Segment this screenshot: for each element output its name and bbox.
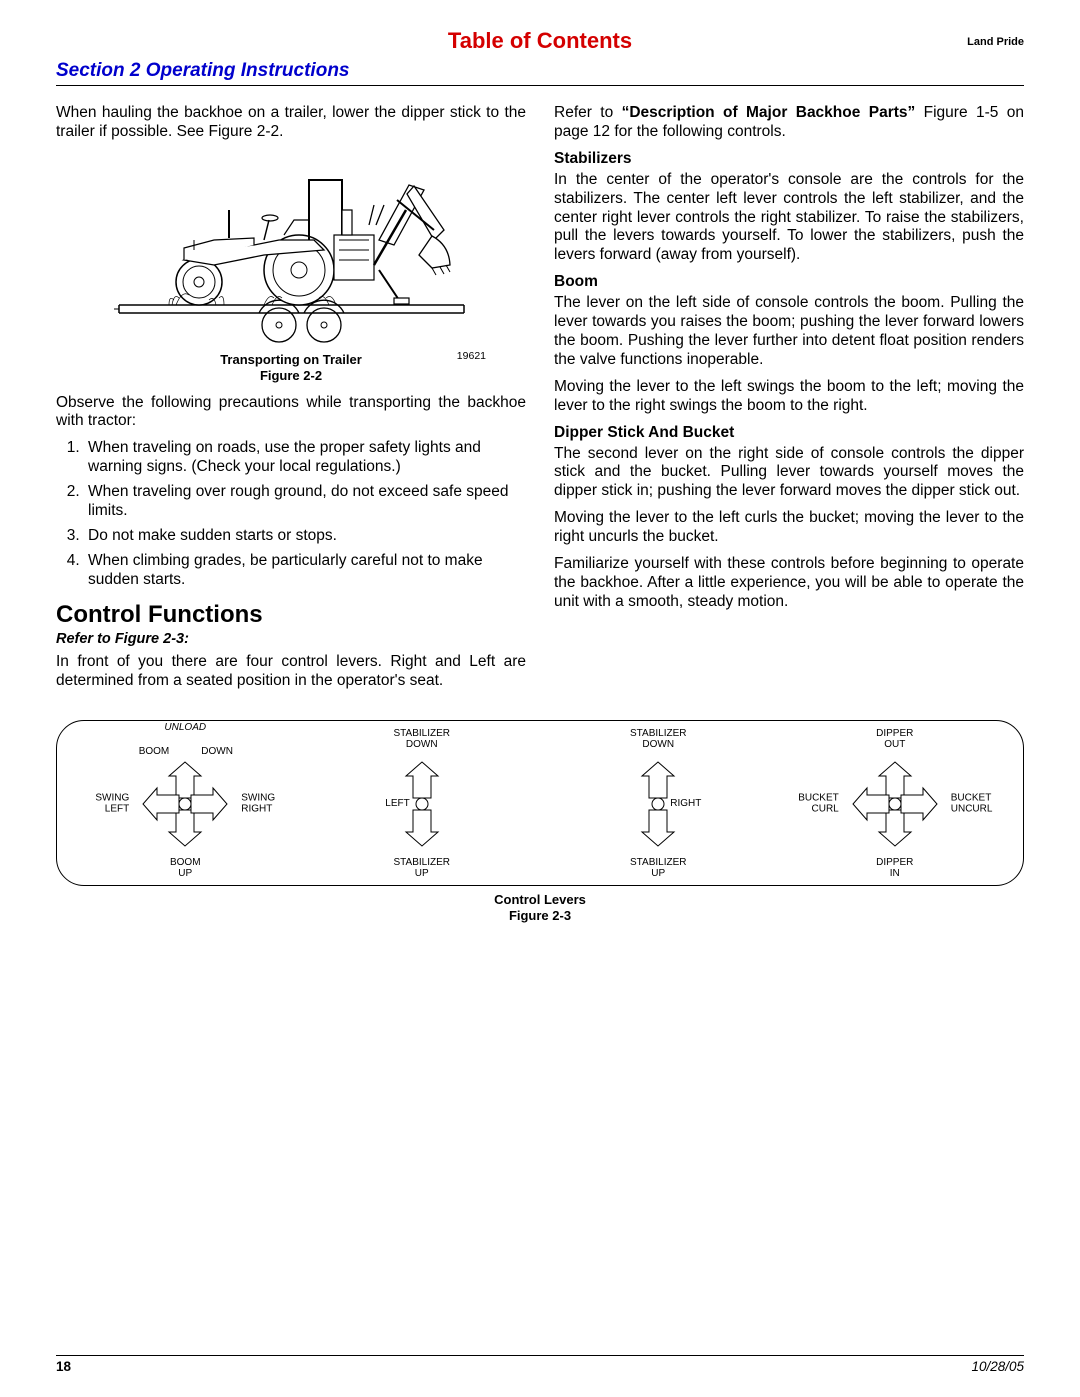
control-caption: Control Levers: [494, 892, 586, 907]
control-lever-3: DIPPEROUTDIPPERINBUCKETCURLBUCKETUNCURL: [795, 729, 995, 879]
control-lever-2: STABILIZERDOWNSTABILIZERUPRIGHT: [558, 729, 758, 879]
refer-fig23: Refer to Figure 2-3:: [56, 631, 526, 649]
page-footer: 18 10/28/05: [56, 1355, 1024, 1375]
precaution-item: When traveling on roads, use the proper …: [84, 439, 526, 477]
control-lever-0: UNLOADBOOMDOWNBOOMUPSWINGLEFTSWINGRIGHT: [85, 729, 285, 879]
precaution-item: Do not make sudden starts or stops.: [84, 527, 526, 546]
observe-text: Observe the following precautions while …: [56, 394, 526, 432]
figure-2-2: 19621 Transporting on Trailer Figure 2-2: [56, 150, 526, 384]
precaution-list: When traveling on roads, use the proper …: [84, 439, 526, 589]
precaution-item: When traveling over rough ground, do not…: [84, 483, 526, 521]
control-intro: In front of you there are four control l…: [56, 653, 526, 691]
precaution-item: When climbing grades, be particularly ca…: [84, 552, 526, 590]
figure-2-2-number: 19621: [457, 350, 486, 363]
dipper-body-3: Familiarize yourself with these controls…: [554, 555, 1024, 612]
boom-body-1: The lever on the left side of console co…: [554, 294, 1024, 370]
toc-title-link[interactable]: Table of Contents: [56, 28, 1024, 55]
left-column: When hauling the backhoe on a trailer, l…: [56, 104, 526, 698]
trailer-illustration: [114, 150, 469, 350]
hauling-intro: When hauling the backhoe on a trailer, l…: [56, 104, 526, 142]
section-heading: Section 2 Operating Instructions: [56, 59, 1024, 86]
figure-2-2-label: Figure 2-2: [260, 368, 322, 383]
refer-major-parts: Refer to “Description of Major Backhoe P…: [554, 104, 1024, 142]
stabilizers-heading: Stabilizers: [554, 150, 1024, 169]
figure-2-3: UNLOADBOOMDOWNBOOMUPSWINGLEFTSWINGRIGHTS…: [56, 720, 1024, 924]
boom-body-2: Moving the lever to the left swings the …: [554, 378, 1024, 416]
dipper-heading: Dipper Stick And Bucket: [554, 424, 1024, 443]
control-functions-heading: Control Functions: [56, 600, 526, 629]
dipper-body-2: Moving the lever to the left curls the b…: [554, 509, 1024, 547]
stabilizers-body: In the center of the operator's console …: [554, 171, 1024, 266]
control-fig-label: Figure 2-3: [509, 908, 571, 923]
dipper-body-1: The second lever on the right side of co…: [554, 445, 1024, 502]
page-number: 18: [56, 1359, 71, 1375]
footer-date: 10/28/05: [971, 1359, 1024, 1375]
right-column: Refer to “Description of Major Backhoe P…: [554, 104, 1024, 698]
boom-heading: Boom: [554, 273, 1024, 292]
figure-2-2-caption: Transporting on Trailer: [220, 352, 362, 367]
brand-label: Land Pride: [967, 36, 1024, 49]
control-lever-1: STABILIZERDOWNSTABILIZERUPLEFT: [322, 729, 522, 879]
